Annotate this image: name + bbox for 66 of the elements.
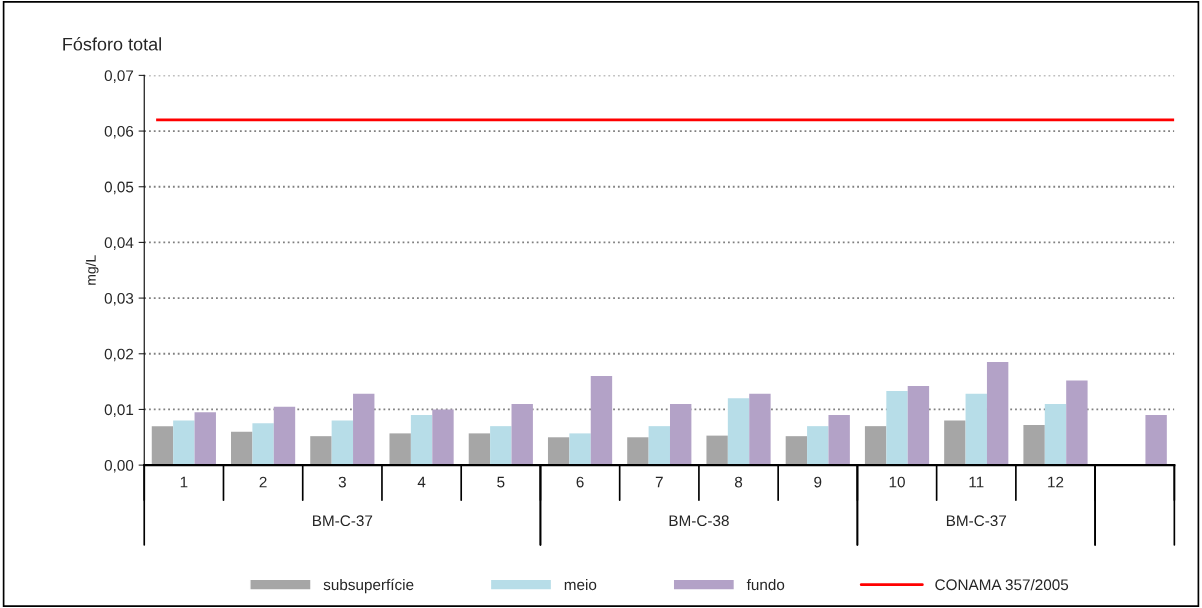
bar xyxy=(252,423,274,466)
bar xyxy=(231,431,253,466)
bar xyxy=(828,415,850,466)
bar xyxy=(785,436,808,466)
bar xyxy=(1044,403,1067,466)
y-tick-label: 0,01 xyxy=(104,404,134,417)
x-tick-label: 7 xyxy=(655,476,663,488)
y-tick-label: 0,05 xyxy=(104,181,134,195)
y-axis-title: mg/L xyxy=(85,255,99,285)
bar xyxy=(727,398,750,466)
bar xyxy=(432,409,454,466)
bar xyxy=(627,437,649,466)
bar xyxy=(569,433,591,466)
bar xyxy=(410,415,433,466)
bar xyxy=(468,433,491,466)
x-tick-label: 12 xyxy=(1048,476,1064,488)
bar xyxy=(944,420,966,466)
x-tick-label: 3 xyxy=(338,476,346,488)
bar xyxy=(331,420,354,466)
x-tick-label: 4 xyxy=(417,476,426,488)
bar xyxy=(886,391,908,466)
x-tick-label: 9 xyxy=(814,476,822,488)
bar xyxy=(547,437,570,466)
bar xyxy=(511,403,533,466)
bar xyxy=(590,376,613,466)
bar xyxy=(1023,425,1045,466)
y-tick-label: 0,03 xyxy=(104,292,134,306)
bar xyxy=(173,420,195,466)
bar xyxy=(706,435,728,466)
bar xyxy=(353,393,375,466)
y-tick-label: 0,02 xyxy=(104,348,134,362)
bar xyxy=(1145,415,1167,466)
y-tick-label: 0,07 xyxy=(104,70,134,83)
x-tick-label: 10 xyxy=(889,476,905,488)
bar xyxy=(907,386,930,466)
x-tick-label: 6 xyxy=(576,476,584,488)
bar xyxy=(807,426,829,466)
bar xyxy=(151,426,174,466)
bar xyxy=(669,403,692,466)
bar xyxy=(648,426,670,466)
bar xyxy=(1066,380,1088,466)
bar xyxy=(194,412,216,466)
bar xyxy=(310,436,332,466)
bar xyxy=(965,393,987,466)
bar xyxy=(864,426,887,466)
x-tick-label: 5 xyxy=(497,476,505,488)
bar xyxy=(490,426,512,466)
y-tick-label: 0,06 xyxy=(104,125,134,139)
text: BM-C-37 xyxy=(313,515,373,527)
x-tick-label: 1 xyxy=(180,476,188,488)
legend-label: subsuperfície xyxy=(323,578,414,594)
bar xyxy=(749,393,771,466)
bar xyxy=(389,433,411,466)
text: BM-C-38 xyxy=(669,515,729,527)
legend-label: CONAMA 357/2005 xyxy=(935,578,1069,591)
y-tick-label: 0,04 xyxy=(104,237,134,250)
y-tick-label: 0,00 xyxy=(104,459,134,473)
x-tick-label: 2 xyxy=(259,476,267,488)
legend-label: meio xyxy=(564,578,597,591)
text: BM-C-37 xyxy=(946,515,1007,527)
bar xyxy=(986,362,1009,466)
x-tick-label: 11 xyxy=(969,476,984,488)
x-tick-label: 8 xyxy=(734,476,743,488)
chart-title: Fósforo total xyxy=(63,37,161,51)
legend-label: fundo xyxy=(746,578,785,591)
bar xyxy=(273,406,296,466)
